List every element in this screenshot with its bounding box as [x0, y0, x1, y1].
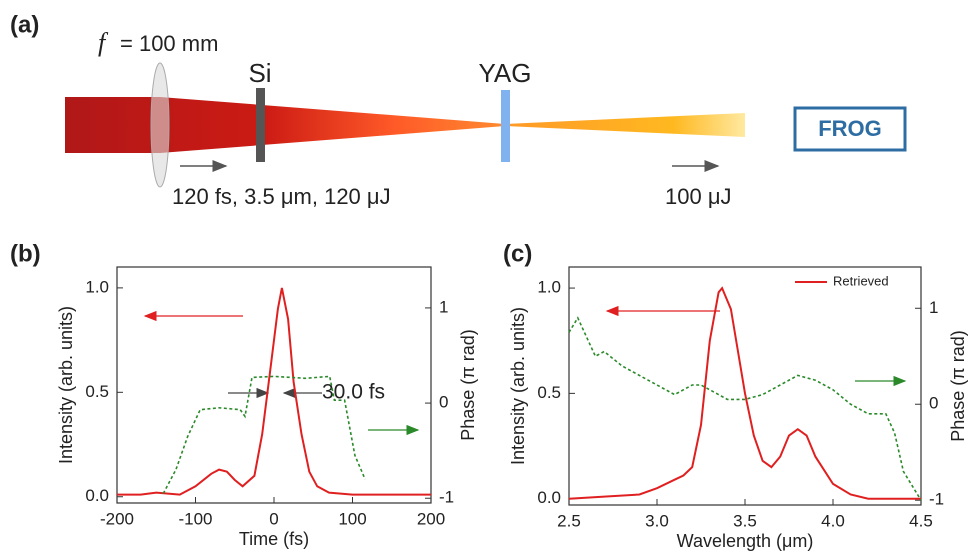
legend-label: Retrieved [833, 273, 889, 288]
x-tick-label: 3.5 [733, 511, 757, 530]
frog-box [793, 106, 907, 152]
panel-label: (a) [10, 11, 39, 38]
y-tick-label: 1.0 [85, 277, 109, 296]
x-tick-label: 0 [269, 509, 278, 528]
x-tick-label: -100 [178, 509, 212, 528]
lens [150, 62, 170, 188]
y-tick-label: 0.0 [537, 488, 561, 507]
y2-tick-label: -1 [929, 490, 944, 509]
input-label: 120 fs, 3.5 μm, 120 μJ [172, 184, 391, 209]
focal-value: = 100 mm [120, 31, 218, 56]
series-line [162, 375, 366, 494]
output-label: 100 μJ [665, 184, 732, 209]
output-beam [505, 113, 745, 137]
y2-axis-label: Phase (π rad) [948, 330, 968, 441]
y-tick-label: 0.5 [537, 383, 561, 402]
frog-label: FROG [818, 116, 882, 141]
y-tick-label: 1.0 [537, 278, 561, 297]
series-line [117, 287, 431, 496]
panel-label: (c) [503, 240, 532, 267]
panel-label: (b) [10, 240, 41, 267]
y2-tick-label: 0 [929, 394, 938, 413]
x-axis-label: Wavelength (μm) [677, 531, 814, 551]
yag-label: YAG [479, 58, 532, 88]
x-tick-label: 4.0 [821, 511, 845, 530]
y2-tick-label: 1 [929, 298, 938, 317]
series-line [568, 286, 921, 500]
input-beam [65, 97, 505, 153]
x-tick-label: 3.0 [645, 511, 669, 530]
focal-symbol: f [98, 28, 109, 57]
plot-frame [568, 266, 922, 506]
y2-tick-label: 1 [439, 297, 448, 316]
y2-axis-label: Phase (π rad) [458, 329, 478, 440]
y-axis-label: Intensity (arb. units) [508, 307, 528, 465]
y2-tick-label: -1 [439, 488, 454, 507]
series-line [568, 316, 922, 501]
x-tick-label: 2.5 [557, 511, 581, 530]
y2-tick-label: 0 [439, 393, 448, 412]
yag-crystal [501, 90, 510, 162]
si-label: Si [248, 58, 271, 88]
y-tick-label: 0.0 [85, 486, 109, 505]
x-axis-label: Time (fs) [239, 529, 309, 549]
x-tick-label: 100 [338, 509, 366, 528]
x-tick-label: -200 [100, 509, 134, 528]
x-tick-label: 200 [417, 509, 445, 528]
y-tick-label: 0.5 [85, 382, 109, 401]
fwhm-annotation: 30.0 fs [322, 381, 385, 404]
si-plate [256, 88, 265, 162]
y-axis-label: Intensity (arb. units) [56, 306, 76, 464]
x-tick-label: 4.5 [909, 511, 933, 530]
